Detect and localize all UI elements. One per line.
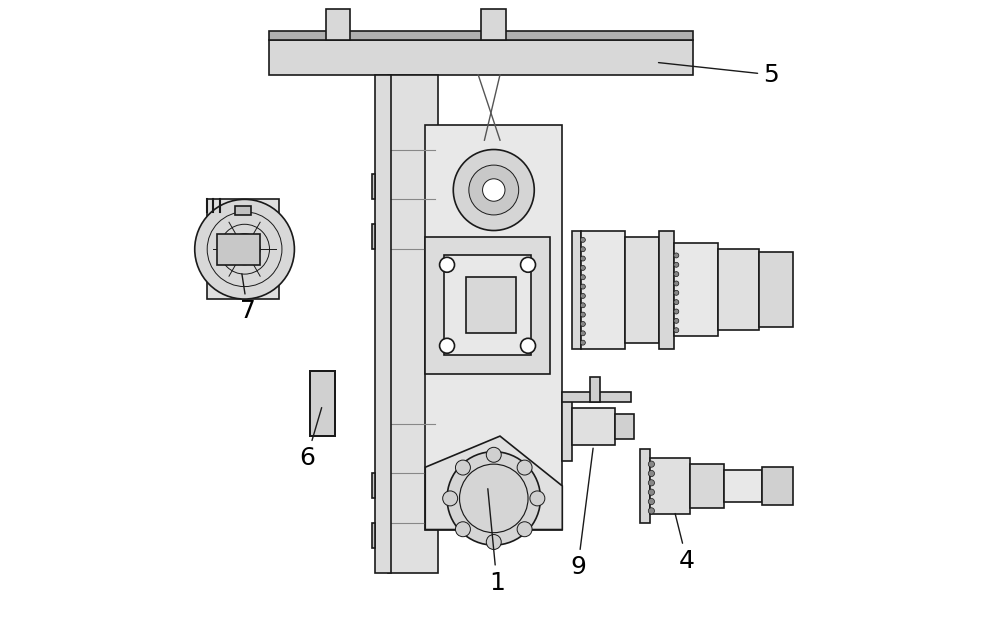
Circle shape [648,480,655,486]
Bar [388,75,438,573]
Bar [572,231,581,349]
Bar [326,9,350,40]
Bar [674,243,718,336]
Circle shape [674,328,679,333]
Circle shape [469,165,519,215]
Circle shape [486,447,501,462]
Circle shape [648,498,655,505]
Circle shape [580,303,585,308]
Circle shape [521,257,536,272]
Circle shape [648,489,655,495]
Circle shape [580,275,585,280]
Text: 5: 5 [659,62,779,87]
Circle shape [443,491,458,506]
Bar [207,199,279,299]
Bar [235,206,251,215]
Bar [659,231,674,349]
Circle shape [530,491,545,506]
Circle shape [648,461,655,467]
Circle shape [455,521,470,536]
Circle shape [674,262,679,267]
Bar [481,9,506,40]
Circle shape [580,293,585,298]
Bar [690,464,724,508]
Bar [310,371,335,436]
Bar [269,40,693,75]
Text: 1: 1 [488,488,505,594]
Bar [724,470,762,502]
Bar [718,249,759,330]
Polygon shape [425,436,562,530]
Text: 9: 9 [570,448,593,579]
Bar [269,31,693,40]
Bar [562,399,572,461]
Circle shape [674,272,679,277]
Circle shape [674,300,679,305]
Text: 7: 7 [240,273,256,323]
Bar [572,408,615,445]
Circle shape [674,281,679,286]
Bar [466,277,516,333]
Circle shape [453,150,534,231]
Bar [425,125,562,530]
Bar [372,523,375,548]
Circle shape [580,340,585,345]
Bar [590,377,600,402]
Bar [650,458,690,514]
Circle shape [447,452,540,545]
Circle shape [517,521,532,536]
Circle shape [440,257,455,272]
Bar [372,473,375,498]
Circle shape [483,179,505,201]
Circle shape [648,470,655,477]
Circle shape [674,309,679,314]
Circle shape [580,237,585,242]
Circle shape [580,312,585,317]
Bar [372,174,375,199]
Circle shape [486,535,501,549]
Circle shape [580,256,585,261]
Circle shape [580,321,585,326]
Bar [562,392,631,402]
Circle shape [521,338,536,353]
Circle shape [580,265,585,270]
Bar [762,467,793,505]
Circle shape [195,199,294,299]
Bar [425,237,550,374]
Bar [640,449,650,523]
Bar [625,237,659,343]
Circle shape [580,331,585,336]
Bar [375,75,391,573]
Circle shape [455,460,470,475]
Bar [759,252,793,327]
Text: 6: 6 [299,407,322,470]
Circle shape [674,253,679,258]
Circle shape [517,460,532,475]
Bar [581,231,625,349]
Circle shape [648,508,655,514]
Circle shape [580,284,585,289]
Bar [372,224,375,249]
Bar [444,255,531,355]
Text: 4: 4 [675,513,695,573]
Bar [217,234,260,265]
Circle shape [674,290,679,295]
Circle shape [674,318,679,323]
Circle shape [580,247,585,252]
Circle shape [440,338,455,353]
Bar [615,414,634,439]
